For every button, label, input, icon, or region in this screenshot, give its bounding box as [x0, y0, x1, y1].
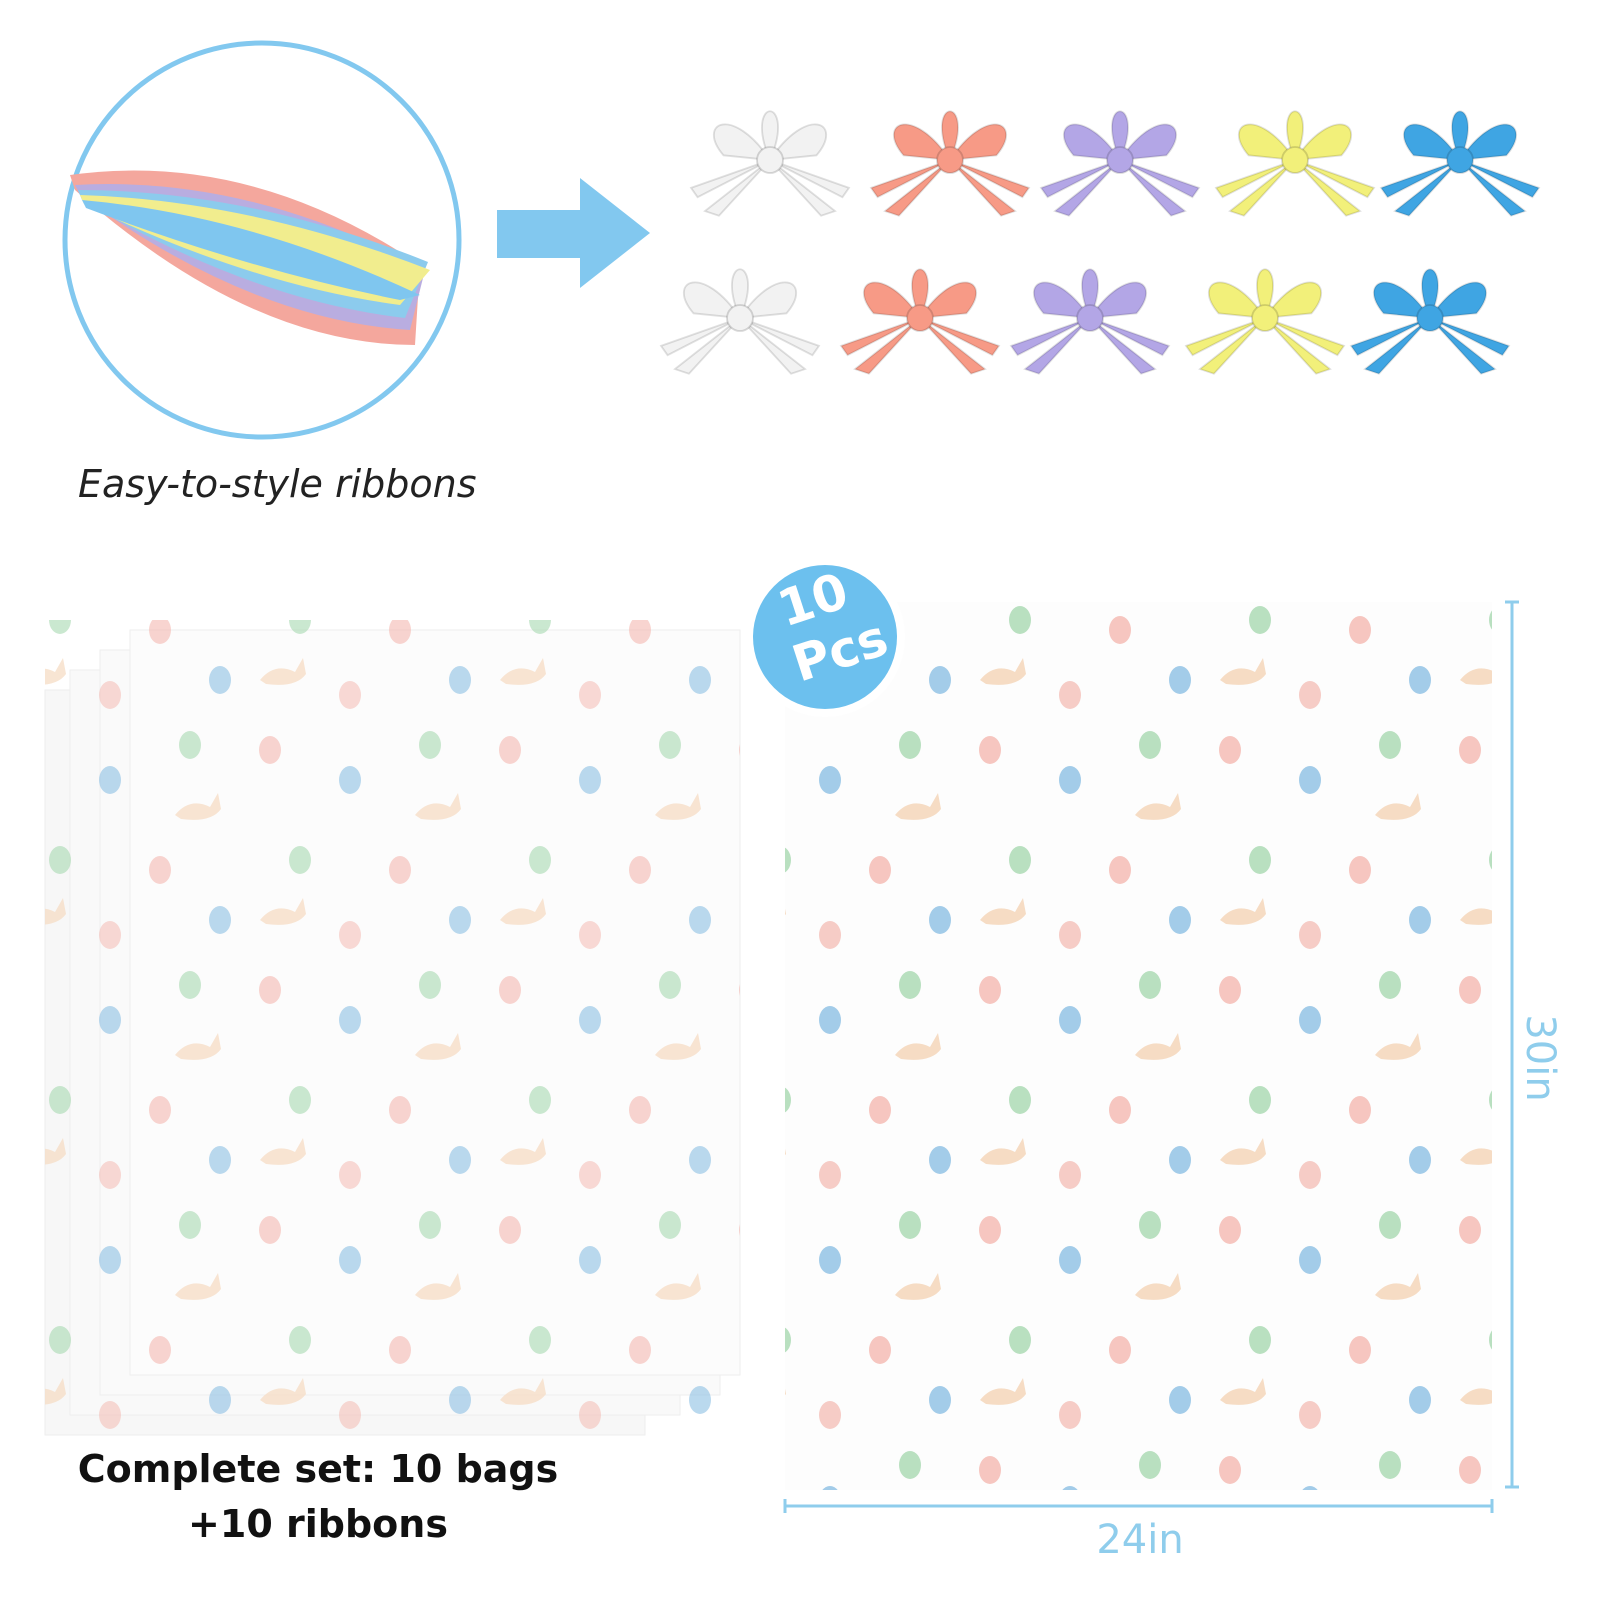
footer-line: +10 ribbons	[188, 1502, 448, 1546]
bag-pattern	[785, 602, 1492, 1490]
badge	[753, 565, 897, 709]
bag-stack	[44, 620, 741, 1436]
bows	[660, 110, 1540, 375]
footer-line: Complete set: 10 bags	[78, 1447, 559, 1491]
width-label: 24in	[1096, 1517, 1183, 1563]
caption: Easy-to-style ribbons	[78, 462, 477, 506]
height-label: 30in	[1517, 1014, 1563, 1101]
dimension-lines	[783, 600, 1519, 1513]
arrow	[497, 178, 650, 288]
ribbon-bundle	[70, 170, 430, 345]
